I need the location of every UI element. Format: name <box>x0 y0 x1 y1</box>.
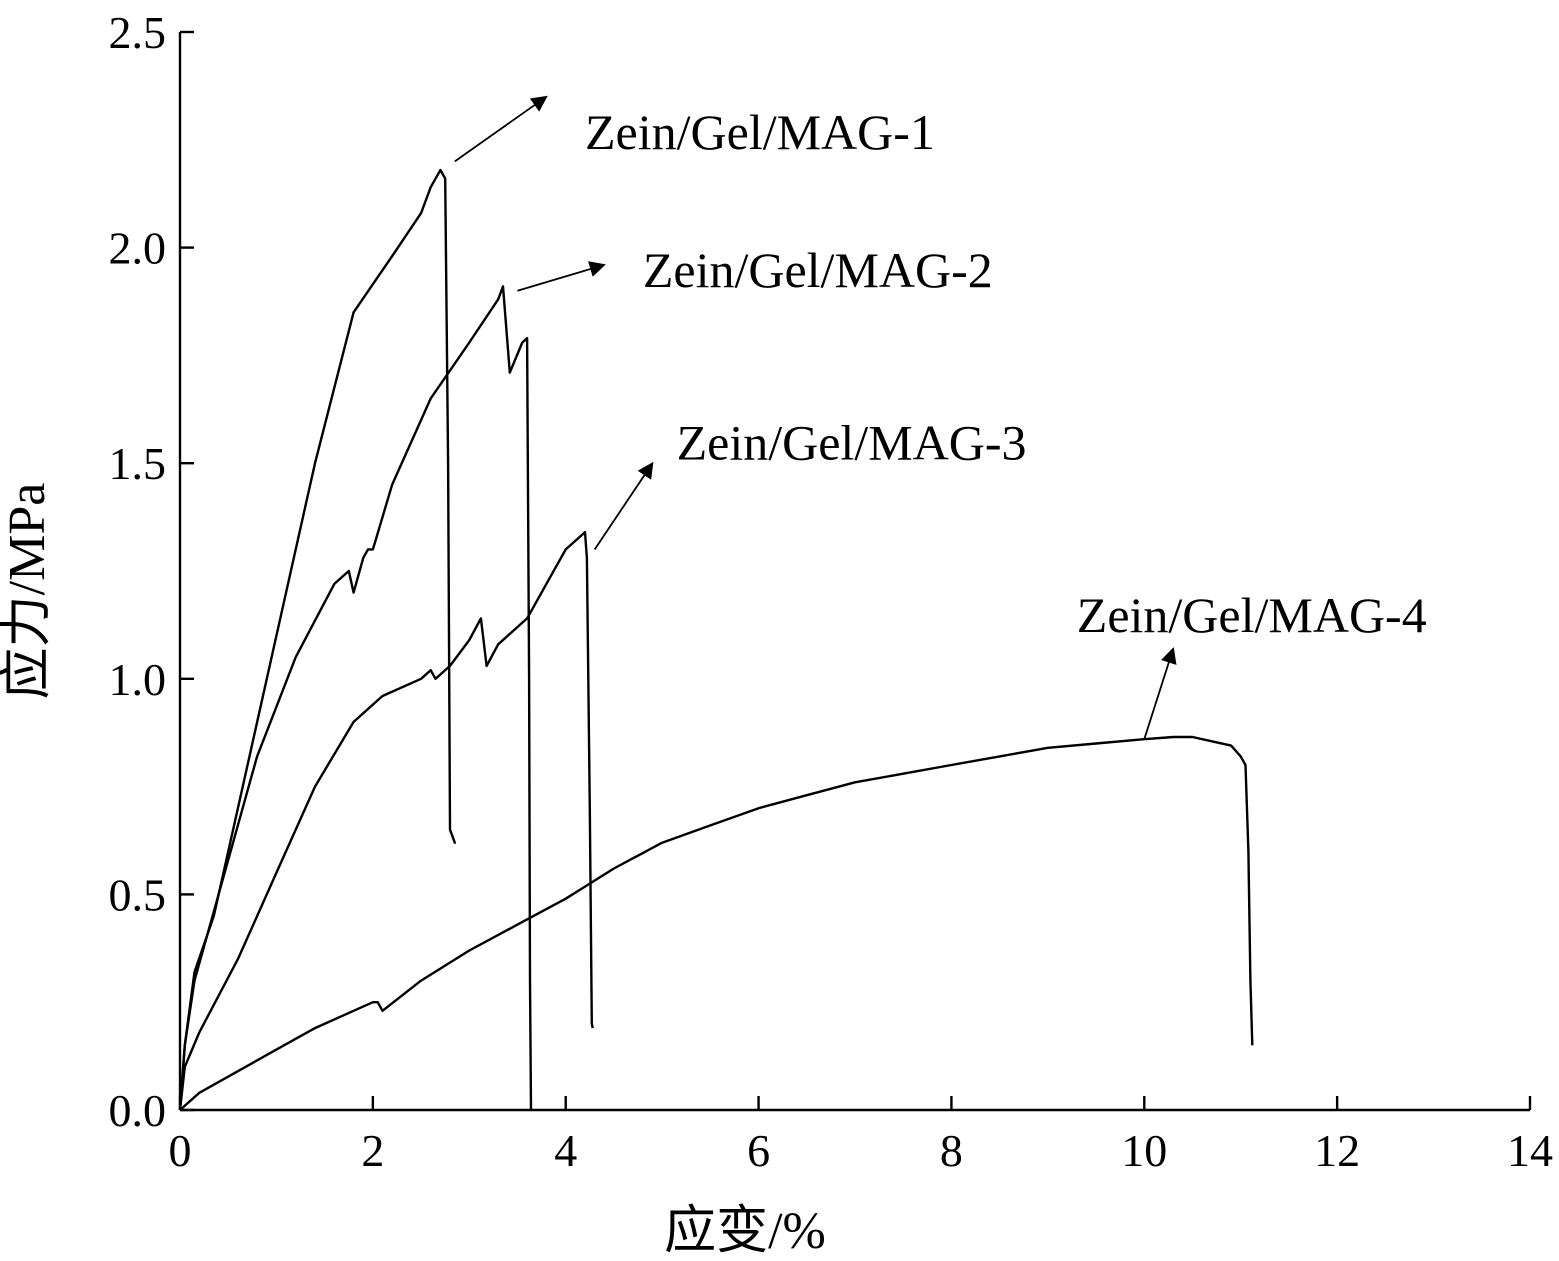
annotation-layer: Zein/Gel/MAG-1 Zein/Gel/MAG-2 Zein/Gel/MAG… <box>454 95 1427 740</box>
y-tick-label: 1.0 <box>109 654 167 705</box>
series-layer <box>178 168 1254 1111</box>
annotation-arrow-4 <box>1143 647 1177 740</box>
x-tick-label: 8 <box>940 1125 963 1176</box>
x-axis-title: 应变/% <box>664 1203 826 1260</box>
y-axis-title: 应力/MPa <box>0 483 56 700</box>
y-tick-label: 0.5 <box>109 869 167 920</box>
annotation-arrow-2 <box>517 261 606 292</box>
x-tick-label: 6 <box>747 1125 770 1176</box>
series-line-4 <box>179 735 1254 1111</box>
plot-area: 0 2 4 6 8 10 12 14 0.0 0.5 1.0 1.5 2.0 2.5 Zein/Gel/… <box>109 7 1554 1176</box>
series-line-3 <box>178 531 594 1111</box>
y-tick-label: 2.5 <box>109 7 167 58</box>
series-line-2 <box>178 285 533 1111</box>
y-tick-label: 2.0 <box>109 223 167 274</box>
annotation-arrow-1 <box>454 95 548 163</box>
series-label-4: Zein/Gel/MAG-4 <box>1077 587 1427 643</box>
x-tick-label: 12 <box>1314 1125 1360 1176</box>
x-tick-label: 10 <box>1121 1125 1167 1176</box>
y-axis-ticks: 0.0 0.5 1.0 1.5 2.0 2.5 <box>109 7 194 1136</box>
annotation-arrow-3 <box>593 461 654 550</box>
y-tick-label: 0.0 <box>109 1085 167 1136</box>
series-label-3: Zein/Gel/MAG-3 <box>677 415 1027 471</box>
y-tick-label: 1.5 <box>109 438 167 489</box>
series-line-1 <box>178 168 456 1111</box>
x-tick-label: 14 <box>1507 1125 1553 1176</box>
series-label-1: Zein/Gel/MAG-1 <box>585 104 935 160</box>
x-tick-label: 4 <box>554 1125 577 1176</box>
series-label-2: Zein/Gel/MAG-2 <box>643 242 993 298</box>
x-tick-label: 2 <box>361 1125 384 1176</box>
x-axis-ticks: 0 2 4 6 8 10 12 14 <box>169 1096 1553 1176</box>
x-tick-label: 0 <box>169 1125 192 1176</box>
